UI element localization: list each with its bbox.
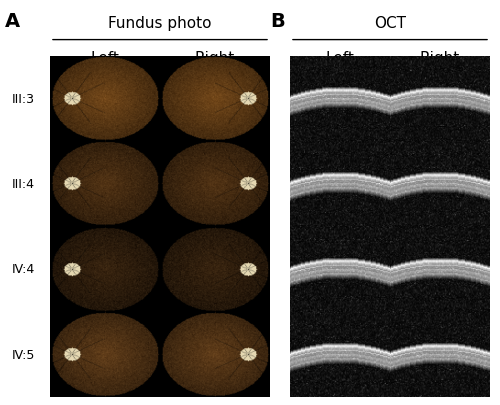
Text: III:4: III:4: [12, 178, 35, 191]
Text: IV:4: IV:4: [12, 263, 35, 276]
Text: III:3: III:3: [12, 93, 35, 106]
Text: Right: Right: [195, 51, 235, 66]
Text: OCT: OCT: [374, 16, 406, 31]
Text: Left: Left: [326, 51, 354, 66]
Text: B: B: [270, 12, 285, 31]
Text: A: A: [5, 12, 20, 31]
Text: Left: Left: [90, 51, 120, 66]
Text: IV:5: IV:5: [12, 348, 35, 361]
Text: Right: Right: [420, 51, 460, 66]
Text: Fundus photo: Fundus photo: [108, 16, 212, 31]
